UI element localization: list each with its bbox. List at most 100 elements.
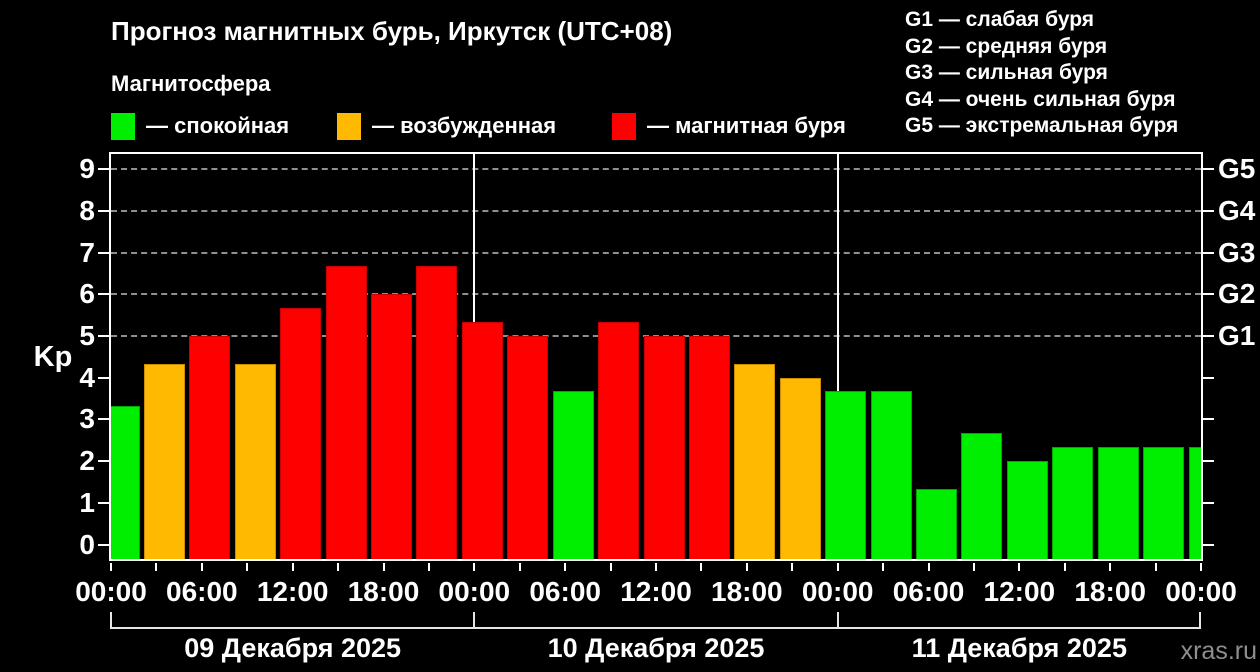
x-axis-tick-label: 12:00 (256, 576, 329, 607)
kp-gridline-7 (111, 251, 1201, 254)
x-axis-tick-label: 12:00 (620, 576, 692, 607)
x-axis-tick (291, 563, 294, 571)
x-axis-tick-label: 00:00 (1165, 576, 1237, 607)
x-axis-tick-label: 06:00 (166, 576, 238, 607)
g-scale-legend-line-g3: G3 — сильная буря (905, 61, 1108, 84)
x-axis-tick (1154, 563, 1157, 571)
x-axis-tick (382, 563, 385, 571)
kp-bar (1143, 447, 1185, 559)
x-axis-tick (655, 563, 657, 571)
x-axis-tick (836, 563, 839, 571)
plot-frame (109, 152, 1203, 561)
x-axis-tick-label: 00:00 (801, 576, 874, 607)
y-axis-title: Kp (33, 341, 73, 373)
legend-label-quiet: — спокойная (146, 113, 290, 138)
date-label: 09 Декабря 2025 (184, 633, 402, 663)
y-axis-tick-label: 1 (79, 486, 95, 518)
chart-title: Прогноз магнитных бурь, Иркутск (UTC+08) (111, 16, 673, 46)
chart-subtitle: Магнитосфера (111, 71, 271, 96)
right-axis-tick (1201, 501, 1214, 504)
g-level-label: G4 (1218, 194, 1256, 226)
kp-bar (916, 489, 957, 559)
y-axis-tick-label: 9 (79, 153, 95, 185)
g-scale-legend-line-g1: G1 — слабая буря (905, 8, 1095, 31)
right-axis-tick (1201, 543, 1214, 546)
y-axis-tick-label: 0 (79, 528, 95, 560)
x-axis-tick-label: 06:00 (529, 576, 601, 607)
y-axis-tick (98, 501, 111, 504)
right-axis-tick (1201, 335, 1214, 337)
right-axis-tick (1201, 376, 1214, 379)
kp-bar (461, 322, 503, 559)
right-axis-tick (1201, 251, 1214, 254)
y-axis-tick-label: 2 (79, 445, 95, 477)
g-scale-legend: G1 — слабая буря G2 — средняя буря G3 — … (905, 7, 1178, 140)
y-axis-tick (98, 543, 111, 546)
right-axis-tick (1201, 418, 1214, 421)
g-level-label: G3 (1218, 236, 1256, 268)
legend-label-excited: — возбужденная (372, 113, 557, 138)
excited-color-swatch (337, 112, 361, 140)
y-axis-tick (98, 335, 111, 337)
g-level-label: G5 (1218, 153, 1256, 185)
y-axis-tick (98, 376, 111, 379)
x-axis-tick (200, 563, 203, 571)
date-bracket-tick (1199, 612, 1201, 629)
kp-bar (961, 433, 1003, 559)
x-axis-tick (791, 563, 794, 571)
kp-bar (416, 266, 458, 559)
kp-bar (779, 377, 821, 559)
x-axis-tick (155, 563, 158, 571)
legend-item-storm: — магнитная буря (612, 112, 846, 140)
y-axis-tick-label: 8 (79, 194, 95, 226)
kp-bar (189, 336, 231, 559)
g-level-label: G1 (1218, 320, 1256, 351)
x-axis-tick (1063, 563, 1066, 571)
right-axis-tick (1201, 168, 1214, 171)
y-axis-tick-label: 6 (79, 278, 95, 310)
x-axis-tick (927, 563, 930, 571)
kp-bar (280, 308, 322, 559)
y-axis-tick (98, 293, 111, 296)
x-axis-tick (1018, 563, 1021, 571)
kp-bar (143, 363, 185, 559)
x-axis-tick (882, 563, 885, 571)
g-level-label: G2 (1218, 278, 1256, 310)
kp-gridline-8 (111, 209, 1201, 212)
x-axis-tick-label: 18:00 (711, 576, 783, 607)
right-axis-tick (1201, 293, 1214, 296)
kp-bar (598, 322, 640, 559)
kp-gridline-9 (111, 168, 1201, 171)
x-axis-tick-label: 18:00 (1074, 576, 1146, 607)
date-bracket-tick (836, 612, 839, 629)
x-axis-tick (1109, 563, 1112, 571)
watermark-xras: xras.ru (1180, 637, 1257, 665)
date-bracket-tick (473, 612, 476, 629)
x-axis-tick (564, 563, 567, 571)
x-axis-tick-label: 18:00 (347, 576, 420, 607)
y-axis-tick (98, 168, 111, 171)
kp-bar (552, 391, 594, 559)
right-axis-tick (1201, 460, 1214, 463)
date-bracket-tick (110, 612, 112, 629)
y-axis-tick-label: 4 (79, 361, 95, 393)
kp-bar (1097, 447, 1139, 559)
kp-bar (643, 336, 685, 559)
g-scale-legend-line-g2: G2 — средняя буря (905, 34, 1108, 58)
x-axis-tick (473, 563, 476, 571)
x-axis-tick (972, 563, 975, 571)
y-axis-tick-label: 5 (79, 320, 95, 351)
x-axis-tick (518, 563, 521, 571)
x-axis-tick (1200, 563, 1202, 571)
kp-bar (234, 363, 276, 559)
x-axis-tick (609, 563, 612, 571)
legend-label-storm: — магнитная буря (647, 113, 846, 138)
kp-bar (325, 266, 367, 559)
y-axis-tick-label: 7 (79, 236, 95, 268)
y-axis-tick (98, 418, 111, 421)
x-axis-tick (246, 563, 249, 571)
x-axis-tick-label: 12:00 (983, 576, 1056, 607)
right-axis-tick (1201, 209, 1214, 212)
x-axis-tick (337, 563, 340, 571)
y-axis-tick-label: 3 (79, 403, 95, 435)
